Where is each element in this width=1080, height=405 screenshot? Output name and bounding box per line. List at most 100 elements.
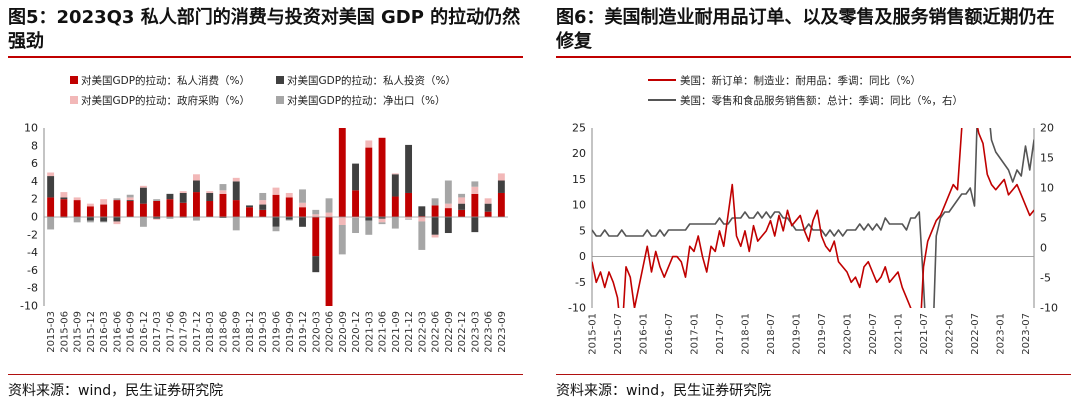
panel-right: 图6：美国制造业耐用品订单、以及零售及服务销售额近期仍在修复 美国：新订单：制造… — [556, 0, 1080, 405]
bar-segment — [418, 206, 426, 217]
bar-segment — [100, 204, 108, 217]
legend-swatch — [276, 76, 284, 84]
y-right-tick-label: 15 — [1040, 152, 1054, 165]
bar-segment — [299, 207, 306, 217]
bar-segment — [86, 206, 94, 217]
bar-segment — [126, 197, 134, 201]
bar-segment — [352, 190, 359, 217]
x-tick-label: 2017-01 — [690, 313, 701, 355]
bar-segment — [86, 217, 94, 221]
y-left-tick-label: 0 — [579, 250, 586, 263]
x-tick-label: 2016-03 — [99, 311, 110, 353]
bar-segment — [418, 216, 426, 217]
y-left-tick-label: 15 — [572, 173, 586, 186]
bar-segment — [365, 147, 373, 217]
bar-segment — [312, 214, 320, 217]
x-tick-label: 2020-09 — [338, 311, 349, 353]
source-note: 资料来源：wind，民生证券研究院 — [556, 383, 772, 399]
bar-segment — [338, 225, 346, 255]
title-divider — [556, 56, 1071, 58]
bar-segment — [113, 200, 121, 217]
bar-segment — [73, 200, 81, 217]
bar-segment — [232, 200, 240, 217]
y-tick-label: 8 — [31, 139, 38, 152]
y-tick-label: -2 — [27, 228, 38, 241]
x-tick-label: 2015-09 — [73, 311, 84, 353]
x-tick-label: 2016-01 — [639, 313, 650, 355]
y-tick-label: -4 — [27, 246, 38, 259]
bar-segment — [497, 173, 505, 181]
bar-segment — [47, 176, 55, 198]
y-left-tick-label: -10 — [568, 302, 586, 315]
y-tick-label: 6 — [31, 157, 38, 170]
bar-segment — [153, 199, 161, 201]
chart-2: 美国：新订单：制造业：耐用品：季调：同比（%） 美国：零售和食品服务销售额：总计：… — [568, 74, 1058, 355]
bar-segment — [259, 192, 267, 201]
bar-segment — [272, 217, 280, 227]
bar-segment — [179, 192, 187, 203]
y-tick-label: -6 — [27, 264, 38, 277]
bar-segment — [458, 197, 466, 204]
bar-segment — [365, 220, 373, 235]
bar-segment — [179, 202, 187, 217]
bar-segment — [325, 198, 333, 213]
x-tick-label: 2016-09 — [126, 311, 137, 353]
bar-segment — [312, 217, 320, 257]
bar-segment — [312, 256, 320, 273]
x-tick-label: 2018-01 — [741, 313, 752, 355]
x-tick-label: 2020-03 — [311, 311, 322, 353]
x-tick-label: 2016-06 — [112, 311, 123, 353]
bar-segment — [232, 181, 240, 201]
bar-segment — [47, 217, 55, 230]
x-tick-label: 2022-03 — [417, 311, 428, 353]
bar-segment — [126, 200, 134, 201]
x-tick-label: 2018-09 — [232, 311, 243, 353]
bar-segment — [285, 217, 293, 220]
bar-segment — [444, 217, 452, 234]
bar-segment — [391, 196, 399, 217]
legend-label: 美国：零售和食品服务销售额：总计：季调：同比（%，右） — [680, 94, 963, 107]
bar-segment — [246, 205, 253, 208]
bar-segment — [484, 211, 492, 217]
bar-segment — [405, 217, 413, 219]
bar-segment — [484, 203, 492, 212]
x-tick-label: 2021-06 — [378, 311, 389, 353]
bar-segment — [497, 192, 505, 217]
x-tick-label: 2021-01 — [894, 313, 905, 355]
legend-swatch — [70, 96, 78, 104]
x-tick-label: 2019-03 — [258, 311, 269, 353]
legend-swatch — [70, 76, 78, 84]
y-tick-label: -8 — [27, 282, 38, 295]
legend-label: 对美国GDP的拉动：私人消费（%） — [81, 74, 250, 87]
y-tick-label: 4 — [31, 175, 38, 188]
bar-segment — [338, 128, 346, 217]
x-tick-label: 2023-03 — [470, 311, 481, 353]
x-tick-label: 2018-06 — [218, 311, 229, 353]
x-tick-label: 2019-01 — [792, 313, 803, 355]
x-tick-label: 2015-07 — [613, 313, 624, 355]
panel-left: 图5：2023Q3 私人部门的消费与投资对美国 GDP 的拉动仍然强劲 对美国G… — [8, 0, 533, 405]
y-tick-label: 0 — [31, 211, 38, 224]
x-tick-label: 2017-03 — [152, 311, 163, 353]
bar-segment — [391, 173, 399, 175]
bar-segment — [100, 199, 108, 205]
bar-segment — [193, 180, 200, 193]
x-tick-label: 2021-09 — [391, 311, 402, 353]
bar-segment — [100, 217, 108, 222]
bar-segment — [458, 203, 466, 210]
bar-segment — [166, 193, 174, 200]
x-tick-label: 2020-06 — [325, 311, 336, 353]
bar-segment — [444, 180, 452, 204]
bar-segment — [166, 217, 174, 219]
bar-segment — [391, 174, 399, 197]
x-tick-label: 2022-06 — [431, 311, 442, 353]
bar-segment — [405, 192, 413, 217]
bar-segment — [378, 217, 386, 219]
title-divider — [8, 56, 523, 58]
y-right-tick-label: -5 — [1040, 272, 1051, 285]
bar-segment — [484, 198, 492, 204]
bar-segment — [179, 191, 187, 193]
bar-segment — [272, 226, 280, 232]
bar-segment — [299, 217, 306, 227]
bar-segment — [193, 217, 200, 221]
